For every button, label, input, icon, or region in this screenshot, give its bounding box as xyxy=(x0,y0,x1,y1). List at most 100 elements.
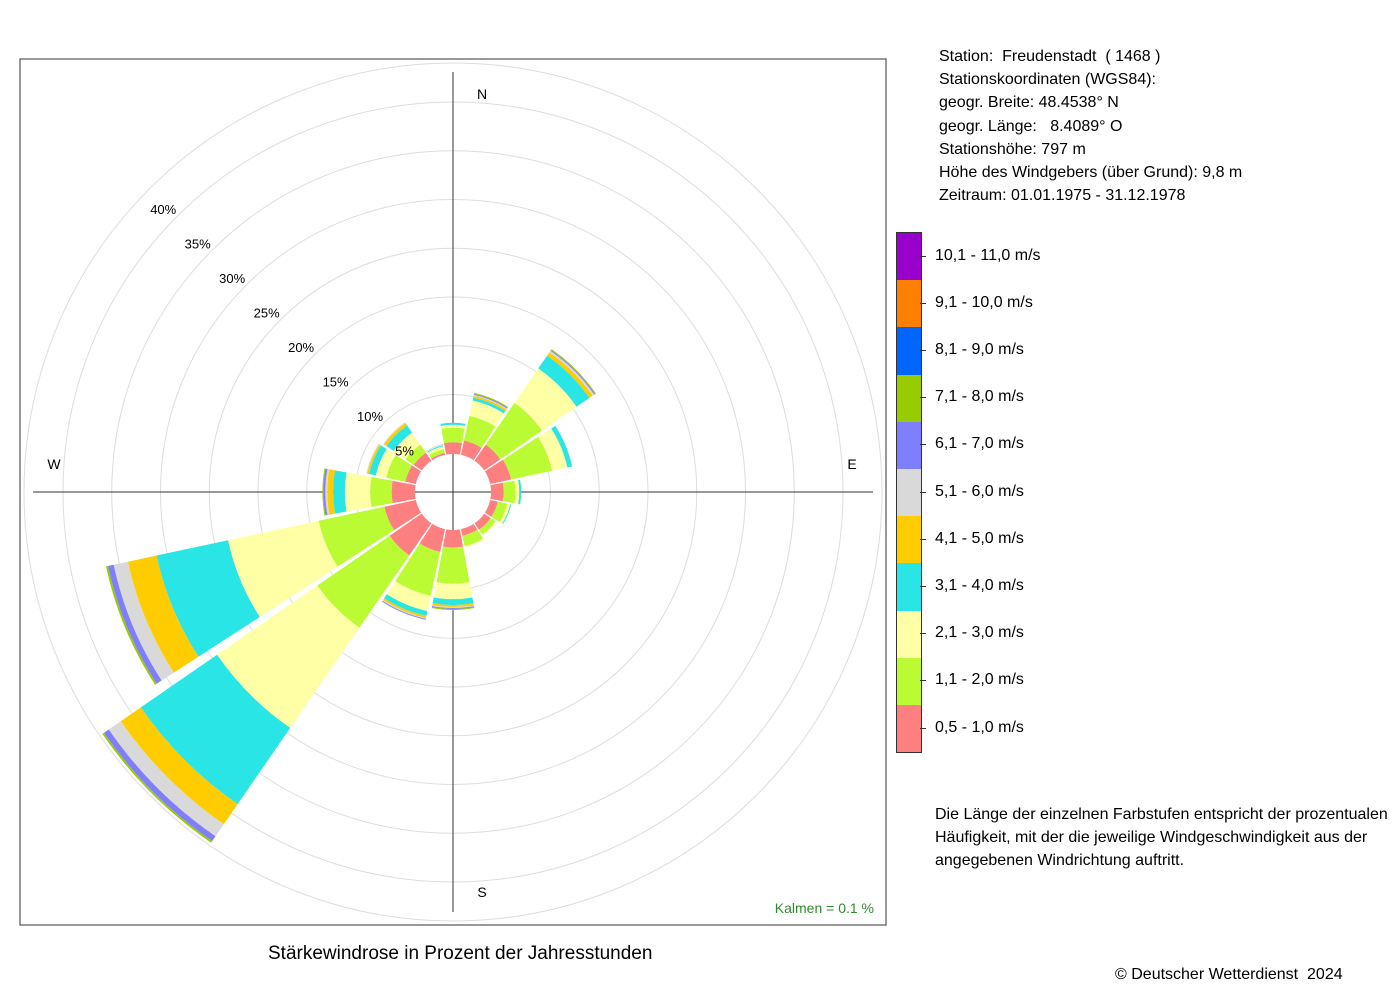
wind-segment xyxy=(433,582,473,600)
legend-tick xyxy=(920,633,926,635)
legend-tick xyxy=(920,586,926,587)
wind-segment xyxy=(473,394,508,410)
wind-segment xyxy=(432,597,474,606)
legend-label: 1,1 - 2,0 m/s xyxy=(935,671,1024,689)
plot-frame xyxy=(19,58,887,926)
wind-segment xyxy=(514,368,577,431)
wind-segment xyxy=(384,423,408,447)
legend-swatch xyxy=(897,280,921,328)
wind-segment xyxy=(440,424,466,429)
wind-segment xyxy=(370,477,393,507)
wind-segment xyxy=(427,445,444,453)
wind-segment xyxy=(395,543,441,596)
wind-segment xyxy=(405,465,422,485)
sector-no xyxy=(474,349,596,471)
wind-segment xyxy=(413,452,432,471)
wind-segment xyxy=(383,422,406,445)
legend-swatch xyxy=(897,657,921,705)
legend-label: 9,1 - 10,0 m/s xyxy=(935,293,1033,311)
legend-swatch xyxy=(897,421,921,469)
sector-nw xyxy=(383,422,432,471)
sector-ssw xyxy=(382,523,446,620)
legend-label: 4,1 - 5,0 m/s xyxy=(935,529,1024,547)
wind-segment xyxy=(108,721,224,837)
wind-segment xyxy=(460,440,482,461)
legend-label: 7,1 - 8,0 m/s xyxy=(935,388,1024,406)
wind-segment xyxy=(464,538,484,548)
compass-label-e: E xyxy=(847,456,856,472)
wind-segment xyxy=(460,523,478,536)
wind-segment xyxy=(490,482,504,502)
wind-segment xyxy=(473,395,507,411)
legend-tick xyxy=(920,444,926,446)
wind-rose-chart: N E S W 5% 10% 15% 20% 25% 30% 35% 40% Kalmen = 0.… xyxy=(19,58,887,926)
wind-segment xyxy=(518,479,522,505)
calm-label: Kalmen = 0.1 % xyxy=(775,900,874,916)
longitude-line: geogr. Länge: 8.4089° O xyxy=(939,117,1123,135)
legend-tick xyxy=(920,491,926,493)
legend-swatch xyxy=(897,374,921,422)
wind-segment xyxy=(382,600,427,619)
wind-segment xyxy=(386,581,431,612)
legend-label: 6,1 - 7,0 m/s xyxy=(935,435,1024,453)
wind-segment xyxy=(228,520,338,617)
wind-segment xyxy=(317,535,410,628)
elevation-line: Stationshöhe: 797 m xyxy=(939,140,1086,158)
wind-segment xyxy=(436,546,470,584)
wind-segment xyxy=(386,425,413,452)
wind-segment xyxy=(369,445,387,476)
sector-n xyxy=(440,422,466,455)
legend-tick xyxy=(920,538,926,540)
wind-segment xyxy=(103,729,216,842)
wind-segment xyxy=(464,415,496,448)
wind-segment xyxy=(549,350,595,396)
legend-swatch xyxy=(897,516,921,564)
wind-segment xyxy=(344,472,372,512)
radial-tick-label: 15% xyxy=(323,375,349,390)
wind-segment xyxy=(318,506,395,567)
wind-segment xyxy=(440,422,466,426)
wind-segment xyxy=(538,428,568,471)
wind-segment xyxy=(441,427,465,444)
wind-segment xyxy=(391,480,416,504)
wind-sectors xyxy=(102,349,596,843)
sector-so xyxy=(474,513,497,536)
wind-segment xyxy=(538,355,590,407)
wind-segment xyxy=(444,442,462,455)
wind-segment xyxy=(462,529,484,547)
legend-swatch xyxy=(897,233,921,281)
wind-segment xyxy=(491,501,508,523)
wind-segment xyxy=(327,469,336,515)
wind-segment xyxy=(472,397,506,414)
station-line: Station: Freudenstadt ( 1468 ) xyxy=(939,48,1161,65)
chart-title: Stärkewindrose in Prozent der Jahresstun… xyxy=(268,943,653,964)
wind-segment xyxy=(140,654,291,805)
wind-segment xyxy=(386,454,413,482)
legend-swatch xyxy=(897,327,921,375)
legend-swatch xyxy=(897,704,921,753)
radial-tick-label: 5% xyxy=(395,444,414,459)
sector-nnw xyxy=(427,445,446,461)
legend-swatch xyxy=(897,468,921,517)
wind-segment xyxy=(323,468,328,516)
sector-w xyxy=(322,468,416,516)
coordinates-header: Stationskoordinaten (WGS84): xyxy=(939,71,1156,89)
wind-segment xyxy=(484,499,498,517)
wind-segment xyxy=(485,402,543,460)
wind-segment xyxy=(367,444,381,475)
wind-segment xyxy=(427,446,444,456)
legend-tick xyxy=(920,350,926,351)
legend-label: 2,1 - 3,0 m/s xyxy=(935,624,1024,642)
wind-segment xyxy=(375,449,396,478)
legend-tick xyxy=(920,727,926,729)
wind-segment xyxy=(551,425,573,468)
sector-wsw xyxy=(106,499,422,685)
wind-segment xyxy=(107,564,162,684)
wind-segment xyxy=(217,585,360,728)
sector-nno xyxy=(460,392,509,461)
wind-segment xyxy=(156,540,260,657)
wind-segment xyxy=(502,504,512,525)
legend-tick xyxy=(920,397,926,399)
wind-segment xyxy=(431,607,475,610)
legend-swatch xyxy=(897,563,921,611)
